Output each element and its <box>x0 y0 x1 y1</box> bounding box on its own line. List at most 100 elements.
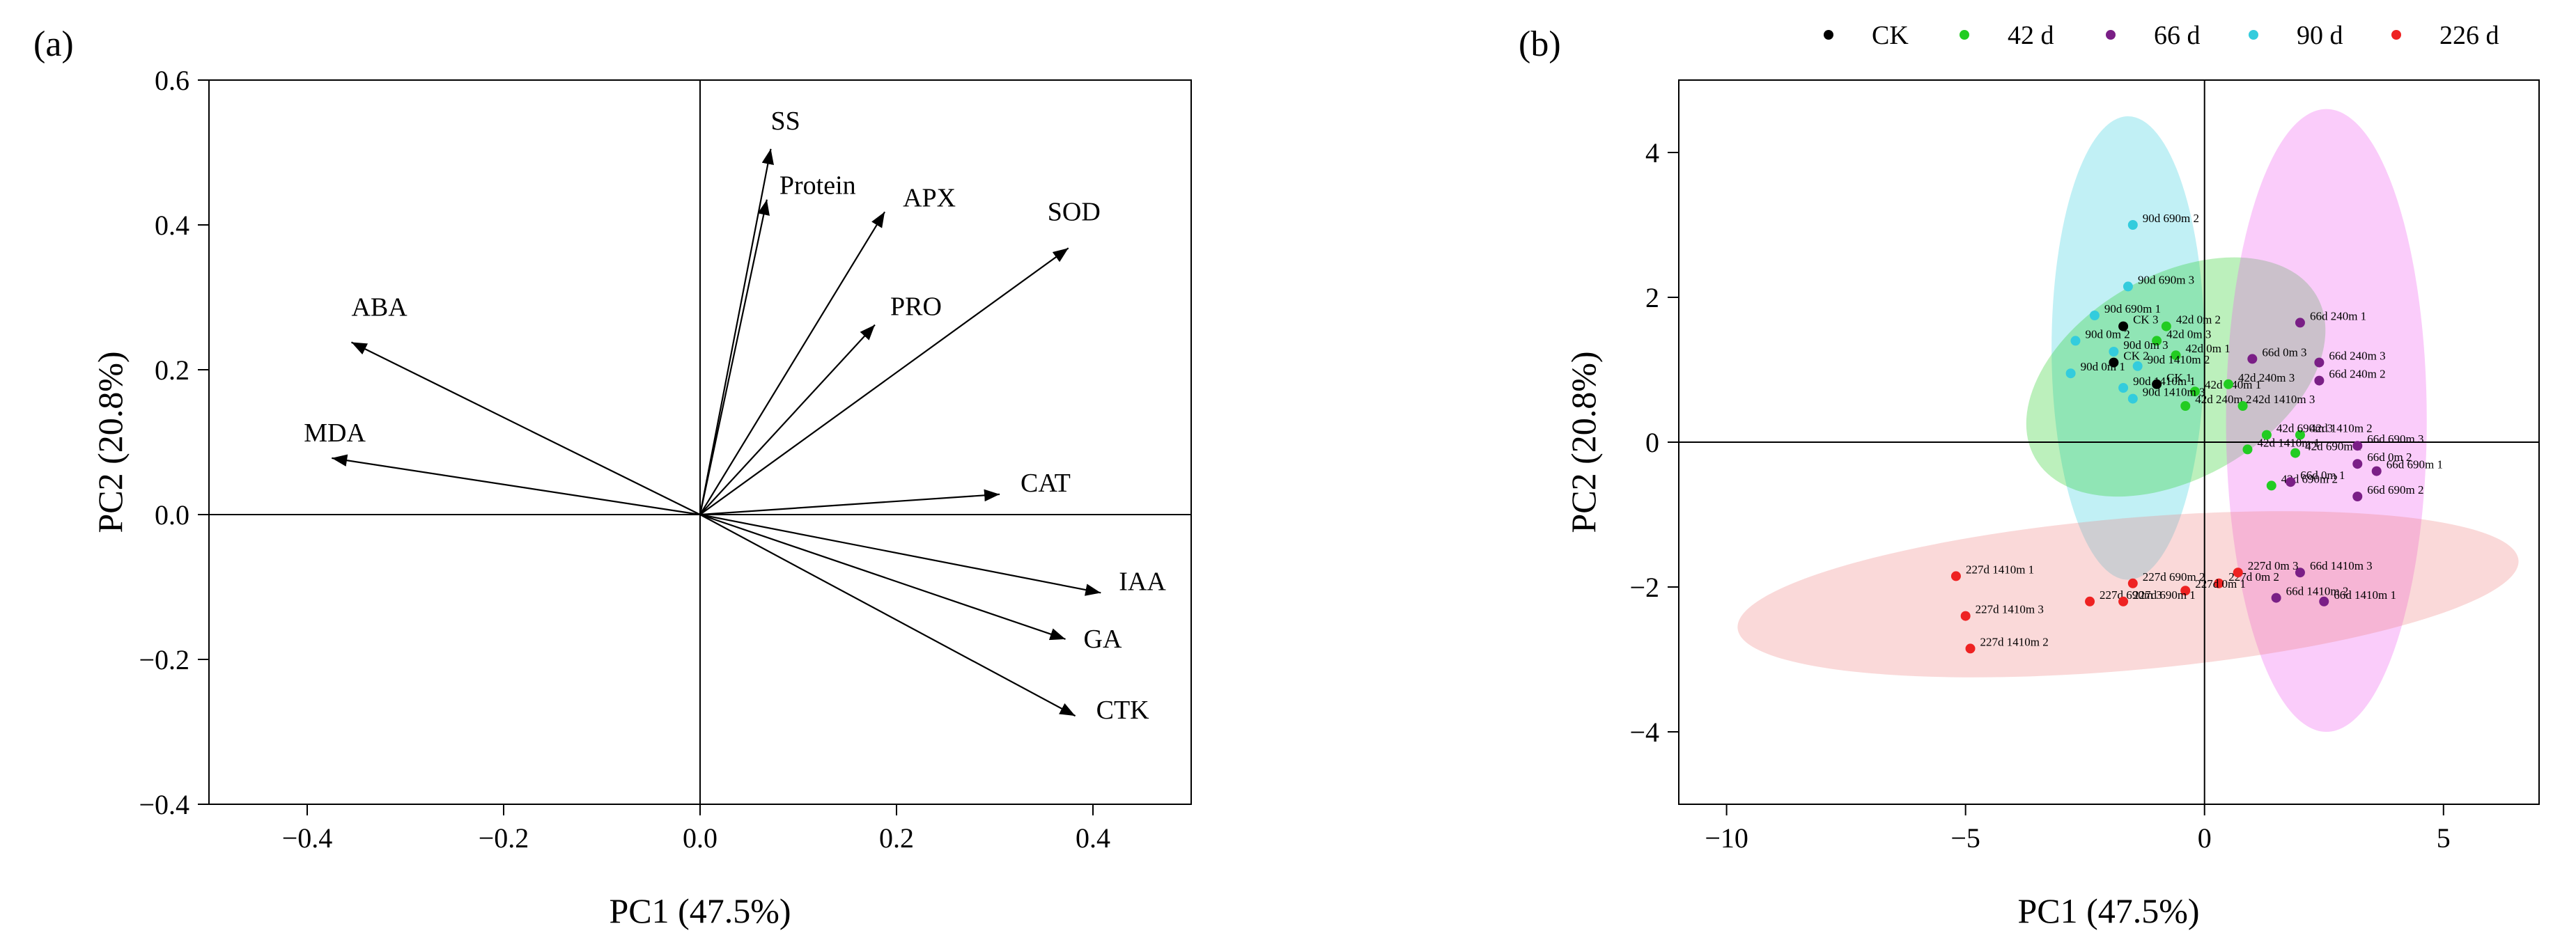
panel-b-x-tick-label: −5 <box>1950 822 1980 854</box>
point-label-90d-1410m-1: 90d 1410m 1 <box>2133 375 2196 388</box>
vector-arrow-sod <box>699 247 1069 515</box>
point-label-66d-240m-2: 66d 240m 2 <box>2329 368 2385 381</box>
panel-a-x-tick-label: 0.0 <box>683 822 717 854</box>
panel-b-y-tick-label: 4 <box>1645 137 1659 169</box>
panel-b-x-title: PC1 (47.5%) <box>2017 891 2199 930</box>
panel-b-y-title: PC2 (20.8%) <box>1564 351 1603 533</box>
point-66d-0m-2 <box>2352 459 2363 469</box>
point-label-90d-0m-3: 90d 0m 3 <box>2123 338 2168 352</box>
point-90d-690m-3 <box>2123 281 2133 292</box>
legend-label-90-d: 90 d <box>2297 21 2343 50</box>
point-label-90d-690m-1: 90d 690m 1 <box>2104 302 2161 315</box>
point-label-66d-240m-3: 66d 240m 3 <box>2329 350 2385 363</box>
point-label-227d-0m-3: 227d 0m 3 <box>2248 559 2299 572</box>
point-42d-0m-1 <box>2171 350 2181 361</box>
point-42d-240m-2 <box>2180 401 2191 411</box>
point-label-227d-1410m-1: 227d 1410m 1 <box>1966 563 2034 576</box>
vector-label-iaa: IAA <box>1119 567 1166 596</box>
panel-a-x-axis: −0.4 −0.2 0.0 0.2 0.4 <box>282 804 1110 854</box>
point-90d-690m-2 <box>2127 220 2138 230</box>
vector-arrow-iaa <box>699 513 1101 596</box>
point-label-42d-690m-3: 42d 690m 3 <box>2276 422 2333 435</box>
point-90d-0m-2 <box>2070 336 2081 346</box>
point-42d-0m-3 <box>2152 336 2162 346</box>
point-66d-0m-3 <box>2247 354 2258 364</box>
legend-label-ck: CK <box>1872 21 1909 50</box>
panel-b-x-tick-label: −10 <box>1705 822 1748 854</box>
point-label-42d-1410m-2: 42d 1410m 2 <box>2310 422 2373 435</box>
ellipse-42-d <box>2026 257 2326 497</box>
panel-a-y-tick-label: 0.6 <box>155 65 189 96</box>
point-42d-690m-3 <box>2261 430 2272 440</box>
vector-arrow-apx <box>699 211 886 515</box>
point-227d-0m-3 <box>2233 568 2243 578</box>
panel-b-scatter: (b) CK 42 d 66 d 90 d 226 d −10 −5 0 5 −4−2024 … <box>1519 21 2540 930</box>
point-227d-0m-1 <box>2180 586 2191 596</box>
point-227d-0m-2 <box>2214 578 2224 588</box>
point-label-66d-0m-2: 66d 0m 2 <box>2367 451 2412 464</box>
vector-label-sod: SOD <box>1048 197 1101 226</box>
point-90d-0m-3 <box>2109 347 2119 357</box>
panel-b-label: (b) <box>1519 24 1561 64</box>
point-label-ck-2: CK 2 <box>2123 350 2148 363</box>
point-label-42d-0m-3: 42d 0m 3 <box>2166 327 2211 341</box>
panel-a-x-tick-label: 0.4 <box>1076 822 1110 854</box>
panel-a-y-title: PC2 (20.8%) <box>91 351 130 533</box>
point-227d-1410m-3 <box>1960 611 1971 621</box>
panel-b-x-axis: −10 −5 0 5 <box>1705 804 2451 854</box>
point-ck-1 <box>2152 379 2162 389</box>
vector-arrow-ga <box>699 513 1066 641</box>
panel-b-y-tick-label: 2 <box>1645 282 1659 313</box>
point-label-66d-1410m-2: 66d 1410m 2 <box>2286 585 2349 598</box>
point-label-42d-1410m-1: 42d 1410m 1 <box>2257 436 2320 449</box>
point-label-66d-690m-3: 66d 690m 3 <box>2367 432 2423 446</box>
vector-label-apx: APX <box>903 183 956 212</box>
panel-a-y-tick-label: 0.2 <box>155 354 189 386</box>
vector-arrow-ctk <box>699 514 1076 717</box>
point-label-66d-1410m-3: 66d 1410m 3 <box>2310 559 2373 572</box>
point-label-227d-690m-3: 227d 690m 3 <box>2100 588 2162 602</box>
legend-marker-ck <box>1824 30 1833 40</box>
point-42d-1410m-1 <box>2242 444 2253 455</box>
vector-arrow-protein <box>699 199 770 515</box>
point-label-66d-690m-1: 66d 690m 1 <box>2387 458 2443 471</box>
point-42d-240m-1 <box>2190 386 2200 397</box>
point-90d-1410m-3 <box>2127 393 2138 404</box>
point-42d-690m-2 <box>2266 480 2276 491</box>
point-label-42d-240m-3: 42d 240m 3 <box>2238 371 2295 384</box>
panel-b-x-tick-label: 5 <box>2437 822 2451 854</box>
panel-a-y-axis: −0.4 −0.2 0.0 0.2 0.4 0.6 <box>139 65 209 820</box>
panel-b-y-axis: −4 −2 0 2 4 <box>1629 137 1679 748</box>
legend-marker-226-d <box>2391 30 2401 40</box>
ellipse-90-d <box>2051 116 2205 580</box>
point-label-ck-3: CK 3 <box>2133 313 2158 327</box>
point-label-90d-0m-2: 90d 0m 2 <box>2085 327 2129 341</box>
point-label-66d-1410m-1: 66d 1410m 1 <box>2334 588 2396 602</box>
ellipse-226-d <box>1737 511 2519 678</box>
point-90d-690m-1 <box>2089 311 2100 320</box>
point-66d-1410m-2 <box>2271 593 2281 603</box>
panel-a-x-title: PC1 (47.5%) <box>609 891 791 930</box>
legend-label-42-d: 42 d <box>2008 21 2054 50</box>
point-label-ck-1: CK 1 <box>2166 371 2191 384</box>
vector-arrow-cat <box>699 489 1000 516</box>
point-66d-240m-1 <box>2295 318 2305 328</box>
point-227d-1410m-2 <box>1965 643 1976 654</box>
vector-arrow-ss <box>699 148 774 515</box>
legend-marker-42-d <box>1960 30 1969 40</box>
panel-a-y-tick-label: −0.2 <box>139 644 189 675</box>
vector-arrow-aba <box>350 341 701 515</box>
point-42d-1410m-2 <box>2295 430 2305 440</box>
point-label-66d-0m-1: 66d 0m 1 <box>2300 469 2345 482</box>
panel-a-y-tick-label: 0.0 <box>155 499 189 531</box>
point-label-42d-0m-2: 42d 0m 2 <box>2176 313 2221 327</box>
point-label-227d-1410m-2: 227d 1410m 2 <box>1980 635 2049 648</box>
point-label-90d-1410m-3: 90d 1410m 3 <box>2143 386 2205 399</box>
point-label-66d-0m-3: 66d 0m 3 <box>2262 345 2306 359</box>
panel-a-y-tick-label: −0.4 <box>139 789 189 820</box>
point-label-227d-690m-2: 227d 690m 2 <box>2143 570 2205 584</box>
panel-a-y-tick-label: 0.4 <box>155 210 189 241</box>
legend-label-226-d: 226 d <box>2439 21 2499 50</box>
